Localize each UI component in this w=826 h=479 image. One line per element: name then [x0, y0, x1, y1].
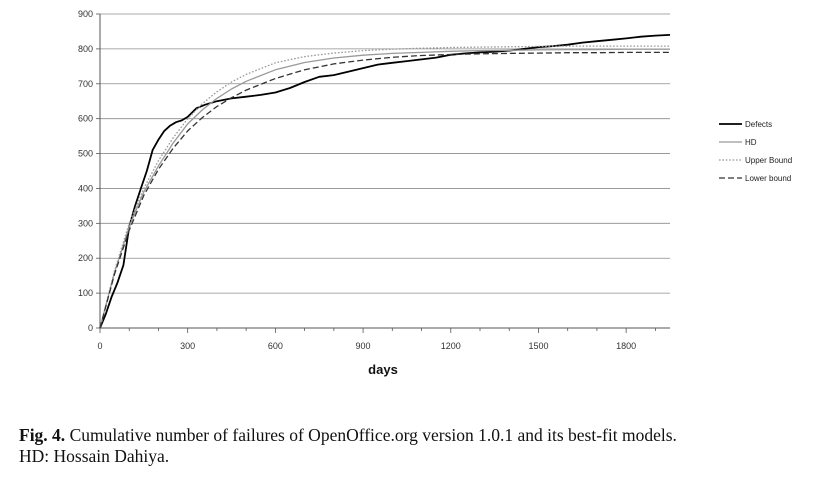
- y-tick-label: 500: [78, 149, 93, 159]
- y-tick-label: 100: [78, 288, 93, 298]
- y-tick-label: 900: [78, 9, 93, 19]
- y-tick-label: 800: [78, 44, 93, 54]
- x-tick-label: 600: [268, 341, 283, 351]
- series-line-hd: [99, 48, 670, 329]
- y-tick-label: 400: [78, 183, 93, 193]
- legend-label: Lower bound: [745, 174, 791, 183]
- axes: [99, 14, 670, 329]
- series-lines: [99, 34, 671, 329]
- caption-label: Fig. 4.: [19, 425, 66, 445]
- legend-label: Defects: [745, 120, 772, 129]
- grid-lines: [100, 13, 670, 294]
- legend-label: HD: [745, 138, 757, 147]
- x-tick-label: 1800: [616, 341, 636, 351]
- x-tick-label: 1500: [528, 341, 548, 351]
- y-tick-label: 700: [78, 79, 93, 89]
- legend: Defects HD Upper Bound Lower bound: [719, 120, 792, 183]
- x-axis-ticks: 0 300 600 900 1200 1500 1800: [97, 328, 656, 351]
- x-tick-label: 300: [180, 341, 195, 351]
- series-line-lower-bound: [99, 51, 670, 329]
- x-tick-label: 0: [97, 341, 102, 351]
- line-chart: 0 100 200 300 400 500 600 700 800 900 0 300 600 900 1…: [78, 9, 792, 377]
- figure-caption: Fig. 4. Cumulative number of failures of…: [19, 425, 819, 467]
- series-line-defects: [99, 34, 671, 329]
- legend-label: Upper Bound: [745, 156, 792, 165]
- y-axis-ticks: 0 100 200 300 400 500 600 700 800 900: [78, 9, 100, 333]
- x-axis-label: days: [368, 362, 398, 377]
- series-line-upper-bound: [99, 45, 670, 329]
- y-tick-label: 0: [88, 323, 93, 333]
- caption-text: Cumulative number of failures of OpenOff…: [65, 425, 677, 445]
- y-tick-label: 300: [78, 218, 93, 228]
- y-tick-label: 200: [78, 253, 93, 263]
- caption-line2: HD: Hossain Dahiya.: [19, 446, 170, 466]
- x-tick-label: 900: [356, 341, 371, 351]
- y-tick-label: 600: [78, 114, 93, 124]
- x-tick-label: 1200: [441, 341, 461, 351]
